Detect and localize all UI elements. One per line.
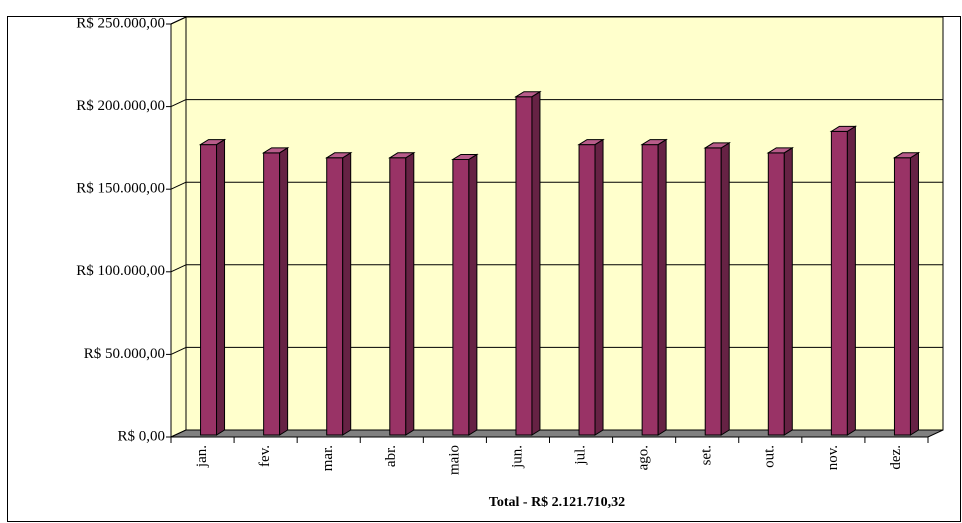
bar-face [640,139,668,146]
bar [388,151,416,436]
bar-face [451,153,479,160]
y-tick-label: R$ 150.000,00 [76,181,165,197]
bar-face [641,144,659,436]
bar-face [720,141,730,436]
side-wall [170,16,187,438]
x-tick-label: set. [699,445,715,465]
bar [640,138,668,436]
bar [766,146,795,436]
bar-face [342,151,352,436]
x-tick-label: abr. [383,445,399,467]
bar [703,141,731,436]
bar-face [577,139,605,146]
y-tick-label: R$ 250.000,00 [76,15,165,31]
x-tick-label: jul. [572,445,588,466]
grid-line [170,264,187,273]
plot-walls [170,16,944,438]
bar [829,125,858,436]
x-tick-label: mar. [320,445,336,471]
bar-face [279,146,289,436]
bar-face [200,144,218,436]
bar-face [326,157,344,436]
bar-face [704,147,722,436]
bar-face [766,147,795,154]
bar [261,146,290,436]
x-tick-label: ago. [636,445,652,470]
x-tick-label: jan. [194,445,210,468]
x-axis-label: Total - R$ 2.121.710,32 [489,495,625,510]
y-tick-label: R$ 100.000,00 [76,263,165,279]
bar-face [578,144,596,436]
x-tick-label: out. [762,445,778,468]
bar [892,151,921,436]
bar-face [767,152,785,436]
bar-face [405,151,415,436]
bar-face [452,158,470,436]
x-tick-label: dez. [888,445,904,470]
bar-face [263,152,281,436]
bar-face [703,142,731,149]
bar-face [389,157,407,436]
bar-face [388,152,416,159]
grid-line [170,181,187,190]
y-tick-label: R$ 0,00 [117,428,165,444]
bar [451,153,479,436]
bar-face [531,90,541,436]
bar-face [594,138,604,436]
x-tick-label: jun. [509,445,525,469]
bar-face [909,151,919,436]
x-tick-label: fev. [257,445,273,467]
bar-face [846,125,856,436]
bar-face [892,152,921,159]
bar-face [198,139,227,146]
bar-face [514,91,542,98]
bar [514,90,542,436]
bar-face [830,130,848,436]
grid-line [170,16,187,25]
bar-face [783,146,793,436]
bar-face [216,138,226,436]
bar-face [515,96,533,436]
bar [198,138,227,436]
bar-face [324,152,353,159]
back-wall [185,16,944,431]
grid-line [170,346,187,355]
bar [324,151,353,436]
bar-face [657,138,667,436]
bar-face [893,157,911,436]
bar-face [468,153,478,436]
bar-face [261,147,290,154]
y-tick-label: R$ 200.000,00 [76,98,165,114]
x-tick-label: maio [446,445,462,475]
bar-face [829,125,858,132]
grid-line [170,99,187,108]
bar [577,138,605,436]
x-tick-label: nov. [825,445,841,470]
y-tick-label: R$ 50.000,00 [84,346,165,362]
